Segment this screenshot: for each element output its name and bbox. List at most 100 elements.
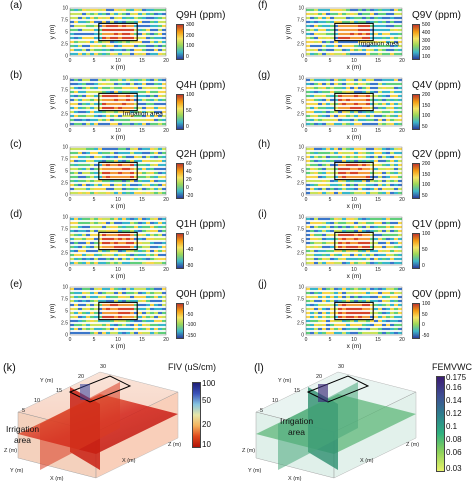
colorbar-tick: 0.16 [446, 383, 462, 392]
y-tick-label: 7.5 [61, 157, 68, 163]
irrigation-area-box [334, 231, 374, 251]
colorbar-tick: 20 [202, 420, 211, 429]
y-axis-label: y (m) [49, 164, 56, 179]
colorbar [176, 303, 184, 339]
slice-vertical-2 [278, 382, 358, 470]
x-tick-label: 15 [139, 128, 145, 134]
colorbar-tick: 100 [186, 43, 195, 50]
colorbar-tick: 50 [186, 108, 192, 114]
x-tick-label: 5 [93, 128, 96, 134]
colorbar-tick: 50 [422, 247, 428, 253]
colorbar-tick: 60 [186, 161, 192, 167]
panel-letter: (b) [10, 70, 23, 81]
panel-title: Q9V (ppm) [412, 10, 461, 21]
x-tick-label: 5 [329, 128, 332, 134]
heatmap-panel-b: (b) Q4H (ppm) 100 50 0 Irrigation area 0 5 10 15 2… [0, 70, 236, 141]
x-tick-label: 10 [115, 337, 121, 343]
colorbar [176, 24, 184, 60]
y-tick-label: 7.5 [61, 227, 68, 233]
panel-letter: (i) [258, 209, 267, 220]
y-tick-label: 10 [62, 215, 68, 221]
x-tick-label: 10 [115, 58, 121, 64]
colorbar [412, 94, 420, 130]
x-tick-label: 0 [305, 337, 308, 343]
colorbar-tick: 200 [422, 46, 431, 52]
colorbar [176, 94, 184, 130]
y-tick-label: 10 [62, 6, 68, 12]
irrigation-area-box [98, 231, 138, 251]
irrigation-area-label: Irrigation area [123, 110, 163, 117]
annotation-irrigation: Irrigation [280, 416, 313, 426]
y-axis-label: y (m) [49, 304, 56, 319]
y-tick-label: 5 [301, 309, 304, 315]
colorbar-tick: 50 [202, 396, 211, 405]
x-tick-label: 0 [305, 267, 308, 273]
heatmap-panel-h: (h) Q2V (ppm) 200 150 100 50 0 5 10 15 20 0 2.5 5 7.5 1… [236, 139, 472, 210]
x-axis-label: x (m) [111, 203, 126, 210]
axis-label-x-right: X (m) [360, 458, 374, 464]
y-tick-label: 2.5 [61, 42, 68, 48]
panel-title: FEMVWC [432, 362, 472, 372]
panel-title: FIV (uS/cm) [168, 362, 217, 372]
y-tick-label: 2.5 [297, 112, 304, 118]
plume-hotspot [318, 384, 328, 402]
panel-letter: (h) [258, 139, 271, 150]
plume-hotspot [80, 384, 90, 400]
x-tick-label: 5 [329, 197, 332, 203]
colorbar-tick: 100 [422, 231, 431, 237]
tick-label: 20 [316, 374, 322, 380]
irrigation-area-box [334, 92, 374, 112]
plot-frame [305, 77, 403, 127]
x-tick-label: 20 [399, 128, 405, 134]
y-tick-label: 2.5 [297, 251, 304, 257]
x-tick-label: 0 [69, 58, 72, 64]
axis-label-y: Y (m) [248, 468, 262, 474]
panel-letter: (f) [258, 0, 268, 11]
y-tick-label: 7.5 [61, 18, 68, 24]
y-tick-label: 0 [301, 333, 304, 339]
x-tick-label: 15 [375, 337, 381, 343]
x-tick-label: 5 [93, 267, 96, 273]
colorbar [412, 163, 420, 199]
colorbar-tick: 200 [422, 92, 431, 98]
plot-frame [305, 146, 403, 196]
y-tick-label: 10 [62, 76, 68, 82]
colorbar-tick: -100 [186, 322, 197, 329]
annotation-irrigation: Irrigation [6, 424, 39, 434]
x-axis-label: x (m) [347, 203, 362, 210]
colorbar-tick: 0 [186, 301, 189, 307]
y-tick-label: 5 [301, 239, 304, 245]
y-tick-label: 5 [65, 239, 68, 245]
colorbar-tick: 0.06 [446, 448, 462, 457]
tick-label: 5 [22, 408, 25, 414]
x-tick-label: 15 [375, 128, 381, 134]
colorbar-tick: 20 [186, 177, 192, 183]
colorbar-tick: 100 [202, 379, 216, 388]
colorbar-tick: 10 [202, 440, 211, 449]
x-tick-label: 10 [351, 267, 357, 273]
x-axis-label: x (m) [111, 343, 126, 350]
x-tick-label: 5 [93, 197, 96, 203]
panel-title: Q1V (ppm) [412, 219, 461, 230]
panel-letter: (c) [10, 139, 22, 150]
y-tick-label: 2.5 [61, 321, 68, 327]
axis-label-z: Z (m) [4, 448, 17, 454]
x-tick-label: 15 [375, 267, 381, 273]
x-axis-label: x (m) [347, 134, 362, 141]
irrigation-area-box [334, 301, 374, 321]
colorbar-tick: 0 [186, 185, 189, 191]
y-axis-label: y (m) [285, 304, 292, 319]
colorbar-tick: 500 [422, 22, 431, 28]
x-tick-label: 20 [399, 337, 405, 343]
x-tick-label: 0 [69, 267, 72, 273]
axis-label-x-right: X (m) [122, 458, 136, 464]
x-tick-label: 0 [305, 58, 308, 64]
panel-title: Q1H (ppm) [176, 219, 226, 230]
tick-label: 5 [260, 408, 263, 414]
plot-frame [69, 77, 167, 127]
